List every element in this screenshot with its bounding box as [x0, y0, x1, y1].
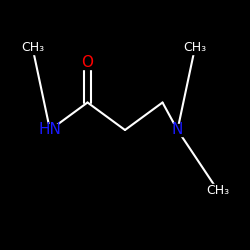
- Bar: [183, 41, 207, 54]
- Text: N: N: [172, 122, 183, 138]
- Bar: [82, 56, 93, 69]
- Text: CH₃: CH₃: [206, 184, 229, 196]
- Text: CH₃: CH₃: [21, 41, 44, 54]
- Bar: [206, 184, 229, 196]
- Text: O: O: [82, 55, 94, 70]
- Bar: [172, 124, 182, 136]
- Text: CH₃: CH₃: [184, 41, 206, 54]
- Bar: [42, 124, 58, 136]
- Bar: [20, 41, 44, 54]
- Text: HN: HN: [38, 122, 62, 138]
